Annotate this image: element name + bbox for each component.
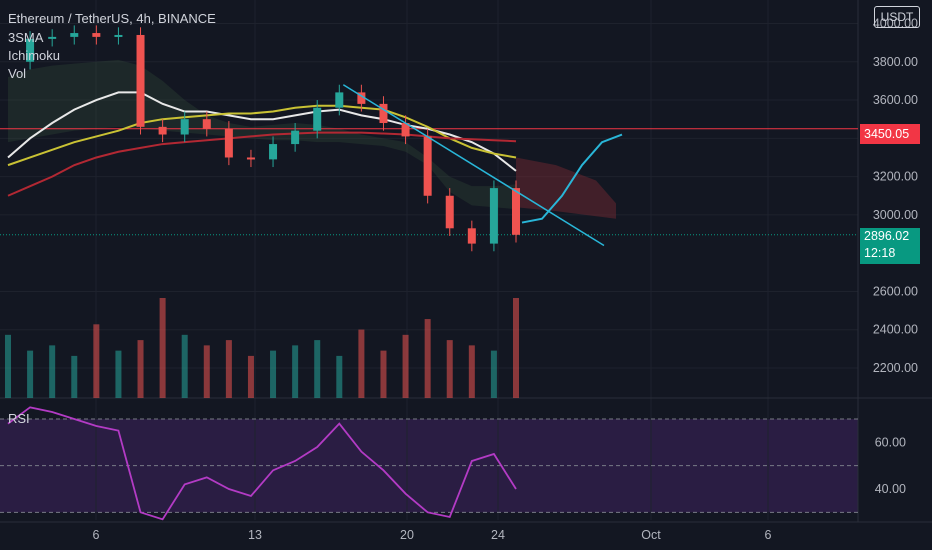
volume-bar [270,350,277,398]
candle-body [467,228,476,244]
last-price-value: 2896.02 [864,229,910,243]
indicator-legend-3sma[interactable]: 3SMA [8,30,44,45]
descending-trendline [342,84,605,247]
volume-bar [27,350,34,398]
candle-body [489,188,498,244]
volume-bar [71,355,78,398]
time-tick-label: 6 [765,528,772,542]
price-tick-label: 4000.00 [873,16,918,30]
candle-body [224,128,233,158]
volume-bar [115,350,122,398]
volume-bar [336,355,343,398]
candle-body [246,157,255,160]
price-tick-label: 3800.00 [873,55,918,69]
time-tick-label: 24 [491,528,505,542]
last-price-tag: 2896.02 12:18 [860,228,920,264]
time-tick-label: 13 [248,528,262,542]
price-tick-label: 2200.00 [873,361,918,375]
candle-body [70,33,79,37]
candle-body [158,126,167,135]
candle-body [357,92,366,104]
candle-body [269,144,278,160]
candle-body [379,103,388,124]
candle-body [92,33,101,37]
candle-body [136,34,145,127]
projection-path [521,133,623,224]
volume-bar [424,319,431,398]
candle-body [48,36,57,39]
candle-body [423,136,432,196]
time-tick-label: 20 [400,528,414,542]
volume-bar [49,345,56,398]
red-level-price-tag: 3450.05 [860,124,920,144]
candle-body [401,123,410,137]
time-tick-label: Oct [641,528,661,542]
volume-bar [93,324,100,398]
currency-button[interactable]: USDT [874,6,920,28]
volume-bar [225,340,232,398]
candle-body [335,92,344,108]
volume-bar [292,345,299,398]
bar-countdown: 12:18 [864,246,896,260]
volume-bar [247,355,254,398]
volume-bar [159,298,166,398]
volume-bar [446,340,453,398]
volume-bar [358,329,365,398]
candle-body [445,195,454,229]
candle-body [114,34,123,37]
time-tick-label: 6 [93,528,100,542]
rsi-label: RSI [8,411,30,426]
volume-bar [203,345,210,398]
volume-bar [490,350,497,398]
volume-bar [181,334,188,398]
indicator-legend-ichimoku[interactable]: Ichimoku [8,48,61,63]
rsi-line [7,406,517,521]
rsi-tick-label: 40.00 [875,482,906,496]
volume-bar [402,334,409,398]
volume-bar [137,340,144,398]
volume-bar [380,350,387,398]
volume-bar [314,340,321,398]
indicator-legend-vol[interactable]: Vol [8,66,27,81]
price-tick-label: 3600.00 [873,93,918,107]
rsi-tick-label: 60.00 [875,435,906,449]
sma-mid-line [7,104,517,167]
candle-body [26,38,35,62]
price-tick-label: 2600.00 [873,284,918,298]
price-tick-label: 3000.00 [873,208,918,222]
candle-body [313,107,322,131]
candle-body [180,119,189,135]
volume-bar [5,334,11,398]
volume-bar [513,298,519,398]
price-tick-label: 2400.00 [873,323,918,337]
volume-bar [468,345,475,398]
candle-body [512,188,520,235]
candle-body [291,130,300,145]
symbol-title: Ethereum / TetherUS, 4h, BINANCE [8,11,216,26]
price-tick-label: 3200.00 [873,170,918,184]
candle-body [202,119,211,129]
